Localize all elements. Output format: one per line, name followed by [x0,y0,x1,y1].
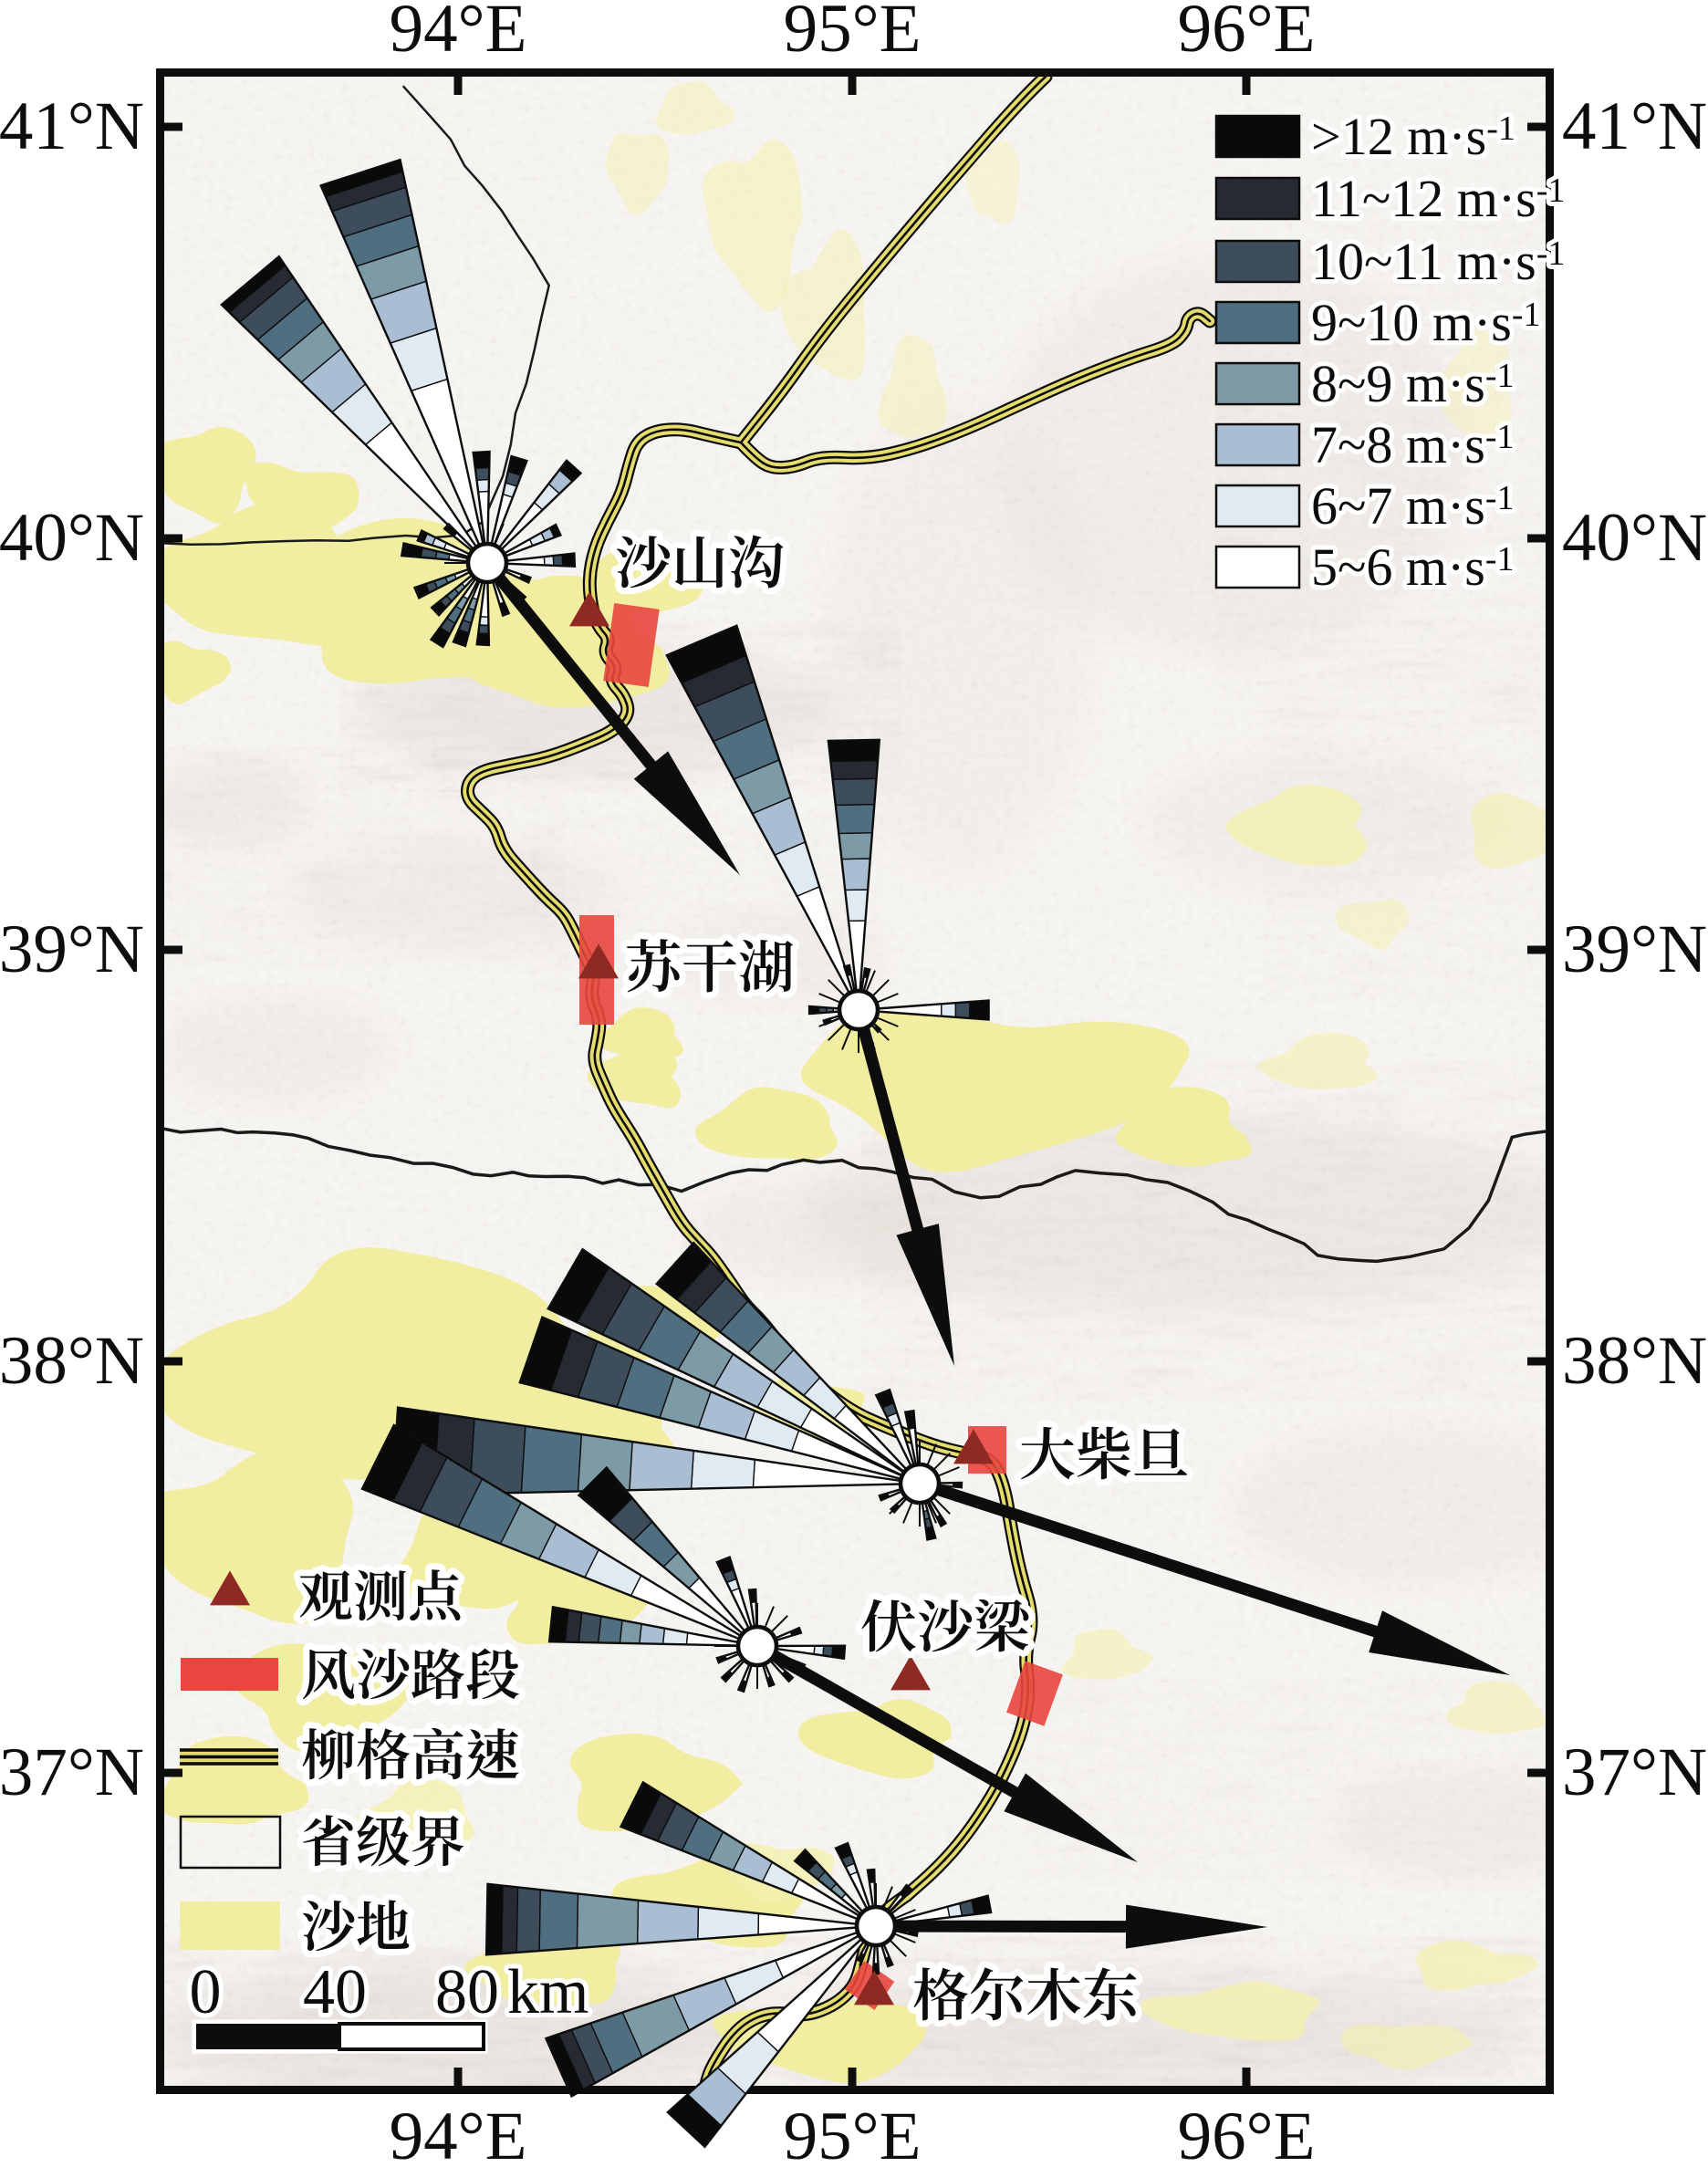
svg-text:37°N: 37°N [1562,1735,1707,1810]
svg-text:8~9 m·s-1: 8~9 m·s-1 [1311,354,1515,413]
svg-text:40°N: 40°N [1562,500,1707,576]
svg-text:5~6 m·s-1: 5~6 m·s-1 [1311,537,1515,597]
svg-text:11~12 m·s-1: 11~12 m·s-1 [1311,169,1565,228]
svg-text:7~8 m·s-1: 7~8 m·s-1 [1311,415,1515,474]
svg-text:9~10 m·s-1: 9~10 m·s-1 [1311,293,1541,352]
svg-text:95°E: 95°E [784,2099,922,2167]
svg-text:6~7 m·s-1: 6~7 m·s-1 [1311,476,1515,536]
svg-text:94°E: 94°E [390,2099,527,2167]
svg-text:38°N: 38°N [1562,1323,1707,1399]
svg-text:km: km [507,1957,588,2027]
svg-text:0: 0 [190,1957,222,2027]
svg-text:40°N: 40°N [0,500,144,576]
svg-text:94°E: 94°E [390,0,527,67]
svg-text:38°N: 38°N [0,1323,144,1399]
svg-text:10~11 m·s-1: 10~11 m·s-1 [1311,232,1565,291]
svg-text:80: 80 [435,1957,499,2027]
svg-text:96°E: 96°E [1178,2099,1316,2167]
svg-text:39°N: 39°N [1562,912,1707,987]
svg-text:96°E: 96°E [1178,0,1316,67]
svg-text:40: 40 [303,1957,367,2027]
svg-text:>12 m·s-1: >12 m·s-1 [1311,107,1515,166]
svg-text:41°N: 41°N [0,89,144,164]
svg-text:95°E: 95°E [784,0,922,67]
svg-text:39°N: 39°N [0,912,144,987]
svg-text:37°N: 37°N [0,1735,144,1810]
svg-text:41°N: 41°N [1562,89,1707,164]
